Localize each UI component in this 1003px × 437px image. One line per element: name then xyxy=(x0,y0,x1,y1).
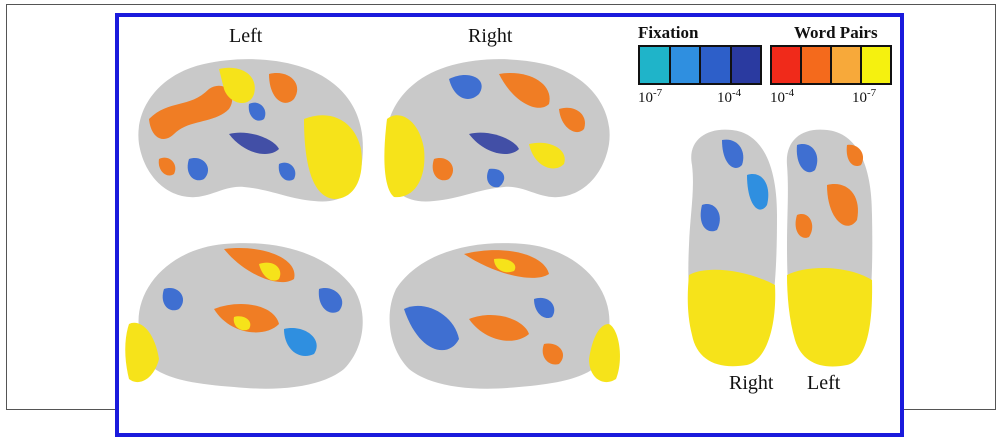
fixation-max-tick: 10-4 xyxy=(717,87,742,106)
fixation-swatch-2 xyxy=(670,47,701,83)
legend-wordpairs-title: Word Pairs xyxy=(794,23,878,42)
label-lateral-left: Left xyxy=(229,25,263,47)
fixation-swatch-3 xyxy=(701,47,732,83)
legend-fixation-title: Fixation xyxy=(638,23,699,42)
label-ventral-right: Right xyxy=(729,372,774,394)
wordpairs-swatch-2 xyxy=(802,47,832,83)
fixation-swatch-4 xyxy=(731,47,760,83)
wordpairs-swatch-4 xyxy=(862,47,890,83)
legend-fixation-colorbar xyxy=(638,45,762,85)
wordpairs-swatch-1 xyxy=(772,47,802,83)
wordpairs-max-tick: 10-7 xyxy=(852,87,877,106)
brain-figure-panel: Left Right Right Left xyxy=(115,13,904,437)
label-ventral-left: Left xyxy=(807,372,841,394)
right-hemisphere-medial-image xyxy=(389,243,620,389)
left-hemisphere-lateral-image xyxy=(138,59,363,202)
wordpairs-swatch-3 xyxy=(832,47,862,83)
left-hemisphere-medial-image xyxy=(125,243,363,389)
legend-wordpairs-colorbar xyxy=(770,45,892,85)
right-hemisphere-lateral-image xyxy=(384,59,610,202)
fixation-swatch-1 xyxy=(640,47,671,83)
wordpairs-min-tick: 10-4 xyxy=(770,87,795,106)
ventral-view-image xyxy=(687,129,873,367)
fixation-min-tick: 10-7 xyxy=(638,87,663,106)
label-lateral-right: Right xyxy=(468,25,513,47)
